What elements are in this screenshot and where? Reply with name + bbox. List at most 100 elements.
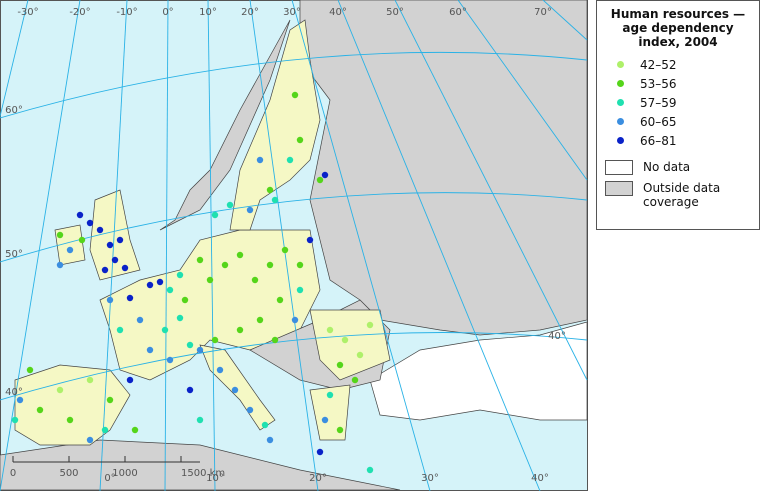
no-data-area xyxy=(369,321,588,421)
city-dot xyxy=(186,341,194,349)
city-dot xyxy=(271,336,279,344)
city-dot xyxy=(236,326,244,334)
city-dot xyxy=(101,426,109,434)
legend-label: 42–52 xyxy=(640,57,677,72)
legend-label: No data xyxy=(643,160,691,174)
city-dot xyxy=(111,256,119,264)
city-dot xyxy=(116,236,124,244)
legend-label: Outside data coverage xyxy=(643,181,721,209)
city-dot xyxy=(356,351,364,359)
label: -10° xyxy=(116,7,137,18)
label: 30° xyxy=(283,7,301,18)
outside-area xyxy=(299,0,588,336)
city-dot xyxy=(181,296,189,304)
eu-land xyxy=(14,19,321,446)
label: 0° xyxy=(104,473,115,484)
city-dot xyxy=(366,466,374,474)
city-dot xyxy=(86,376,94,384)
city-dot xyxy=(106,396,114,404)
label: 60° xyxy=(5,105,23,116)
label: 10° xyxy=(206,473,224,484)
city-dot xyxy=(276,296,284,304)
city-dot xyxy=(56,231,64,239)
label: 70° xyxy=(534,7,552,18)
city-dot xyxy=(286,156,294,164)
city-dot xyxy=(146,346,154,354)
norway xyxy=(159,19,291,231)
city-dot xyxy=(166,356,174,364)
label: -20° xyxy=(69,7,90,18)
city-dot xyxy=(156,278,164,286)
city-dot xyxy=(146,281,154,289)
city-dot xyxy=(86,436,94,444)
label: 0° xyxy=(162,7,173,18)
legend-entry: 60–65 xyxy=(605,112,751,131)
graticule xyxy=(0,0,588,491)
city-dot xyxy=(326,326,334,334)
city-dot xyxy=(36,406,44,414)
city-dot xyxy=(66,416,74,424)
city-dot xyxy=(206,276,214,284)
city-dot xyxy=(341,336,349,344)
city-dot xyxy=(161,326,169,334)
city-dot xyxy=(11,416,19,424)
city-dot xyxy=(101,266,109,274)
scale-bar xyxy=(12,456,200,463)
city-dot xyxy=(221,261,229,269)
city-dot xyxy=(266,436,274,444)
legend-label: 53–56 xyxy=(640,76,677,91)
city-dot xyxy=(78,236,86,244)
legend-title: Human resources — age dependency index, … xyxy=(610,7,746,49)
city-dot xyxy=(96,226,104,234)
city-dot xyxy=(216,366,224,374)
city-dot xyxy=(176,314,184,322)
city-dot xyxy=(166,286,174,294)
city-dot xyxy=(236,251,244,259)
city-dot xyxy=(271,196,279,204)
legend-entry: 42–52 xyxy=(605,55,751,74)
legend-entry: 57–59 xyxy=(605,93,751,112)
city-dot xyxy=(321,416,329,424)
city-dot xyxy=(291,316,299,324)
city-dot xyxy=(266,261,274,269)
city-dot xyxy=(211,211,219,219)
legend-dot xyxy=(617,118,624,125)
city-dot xyxy=(106,241,114,249)
city-dot xyxy=(116,326,124,334)
city-dot xyxy=(86,219,94,227)
city-dot xyxy=(16,396,24,404)
label: 0 xyxy=(10,468,16,479)
city-dot xyxy=(106,296,114,304)
city-dot xyxy=(296,286,304,294)
city-dot xyxy=(326,391,334,399)
label: 30° xyxy=(421,473,439,484)
label: 10° xyxy=(199,7,217,18)
city-dot xyxy=(366,321,374,329)
city-dot xyxy=(56,386,64,394)
legend-dot xyxy=(617,137,624,144)
city-dot xyxy=(56,261,64,269)
city-dot xyxy=(306,236,314,244)
label: 50° xyxy=(386,7,404,18)
city-dot xyxy=(296,261,304,269)
label: 40° xyxy=(531,473,549,484)
city-dot xyxy=(351,376,359,384)
city-dot xyxy=(126,294,134,302)
label: 50° xyxy=(5,249,23,260)
city-dot xyxy=(296,136,304,144)
city-dot xyxy=(121,264,129,272)
legend-dot xyxy=(617,80,624,87)
legend-dot xyxy=(617,61,624,68)
city-dot xyxy=(291,91,299,99)
label: 500 xyxy=(59,468,78,479)
label: 1000 xyxy=(112,468,137,479)
city-dot xyxy=(26,366,34,374)
city-dot xyxy=(246,206,254,214)
map: -30° -20° -10° 0° 10° 20° 30° 40° 50° 60° 70° 60° 50… xyxy=(0,0,588,491)
label: 40° xyxy=(329,7,347,18)
label: 60° xyxy=(449,7,467,18)
city-dot xyxy=(196,346,204,354)
legend-label: 66–81 xyxy=(640,133,677,148)
city-dot xyxy=(126,376,134,384)
label: 40° xyxy=(5,387,23,398)
